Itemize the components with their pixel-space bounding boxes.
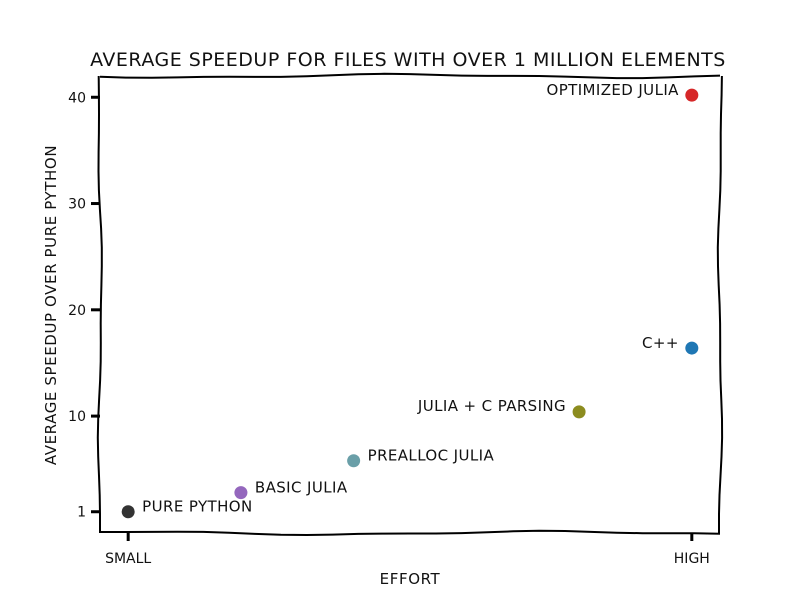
x-axis-label: EFFORT [380, 570, 441, 588]
x-tick-label: SMALL [105, 551, 151, 567]
data-point [685, 341, 699, 355]
chart-title: AVERAGE SPEEDUP FOR FILES WITH OVER 1 MI… [90, 49, 726, 71]
y-tick-label: 1 [77, 505, 86, 521]
data-point-label: OPTIMIZED JULIA [546, 81, 679, 99]
data-point-label: BASIC JULIA [255, 479, 348, 497]
y-axis-label: AVERAGE SPEEDUP OVER PURE PYTHON [42, 145, 60, 465]
data-point-label: JULIA + C PARSING [417, 397, 566, 415]
data-point-label: PREALLOC JULIA [368, 447, 495, 465]
data-point [685, 88, 699, 102]
data-point [121, 505, 135, 519]
data-point [234, 486, 248, 500]
data-point [347, 454, 361, 468]
y-axis-ticks: 1 10 20 30 40 [68, 90, 100, 521]
x-axis-ticks: SMALL HIGH [105, 533, 710, 567]
y-tick-label: 40 [68, 90, 86, 106]
y-tick-label: 20 [68, 303, 86, 319]
y-tick-label: 10 [68, 409, 86, 425]
data-point [572, 405, 586, 419]
x-tick-label: HIGH [674, 551, 710, 567]
plot-frame [96, 72, 724, 537]
data-point-label: C++ [642, 334, 679, 352]
y-tick-label: 30 [68, 197, 86, 213]
data-point-label: PURE PYTHON [142, 498, 252, 516]
